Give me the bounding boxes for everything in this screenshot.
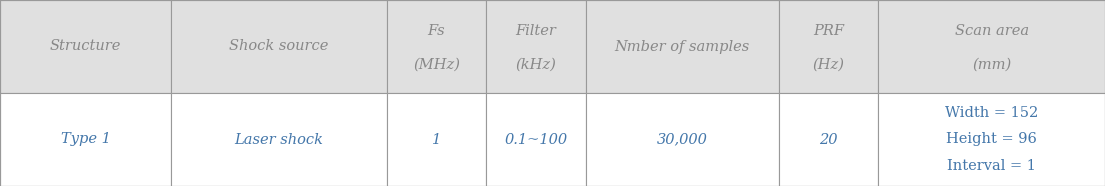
Text: 30,000: 30,000 — [656, 132, 708, 147]
Bar — [0, 0, 171, 93]
Text: Height = 96: Height = 96 — [946, 132, 1038, 147]
Bar — [0, 93, 171, 186]
Text: Laser shock: Laser shock — [234, 132, 324, 147]
Text: Interval = 1: Interval = 1 — [947, 158, 1036, 173]
Bar — [586, 0, 779, 93]
Text: Shock source: Shock source — [230, 39, 328, 54]
Text: (mm): (mm) — [972, 58, 1011, 72]
Bar — [586, 93, 779, 186]
Text: 1: 1 — [432, 132, 441, 147]
Text: Scan area: Scan area — [955, 24, 1029, 38]
Bar — [171, 0, 387, 93]
Text: Type 1: Type 1 — [61, 132, 110, 147]
Text: Structure: Structure — [50, 39, 122, 54]
Text: 0.1~100: 0.1~100 — [504, 132, 568, 147]
Text: 20: 20 — [820, 132, 838, 147]
Bar — [878, 0, 1105, 93]
Text: PRF: PRF — [813, 24, 844, 38]
Text: Width = 152: Width = 152 — [945, 106, 1039, 121]
Text: (MHz): (MHz) — [413, 58, 460, 72]
Text: (Hz): (Hz) — [813, 58, 844, 72]
Text: (kHz): (kHz) — [516, 58, 556, 72]
Bar — [171, 93, 387, 186]
Text: Fs: Fs — [428, 24, 445, 38]
Bar — [486, 93, 586, 186]
Bar — [486, 0, 586, 93]
Bar — [779, 93, 878, 186]
Bar — [878, 93, 1105, 186]
Bar — [387, 93, 486, 186]
Bar — [387, 0, 486, 93]
Bar — [779, 0, 878, 93]
Text: Nmber of samples: Nmber of samples — [614, 39, 750, 54]
Text: Filter: Filter — [516, 24, 556, 38]
